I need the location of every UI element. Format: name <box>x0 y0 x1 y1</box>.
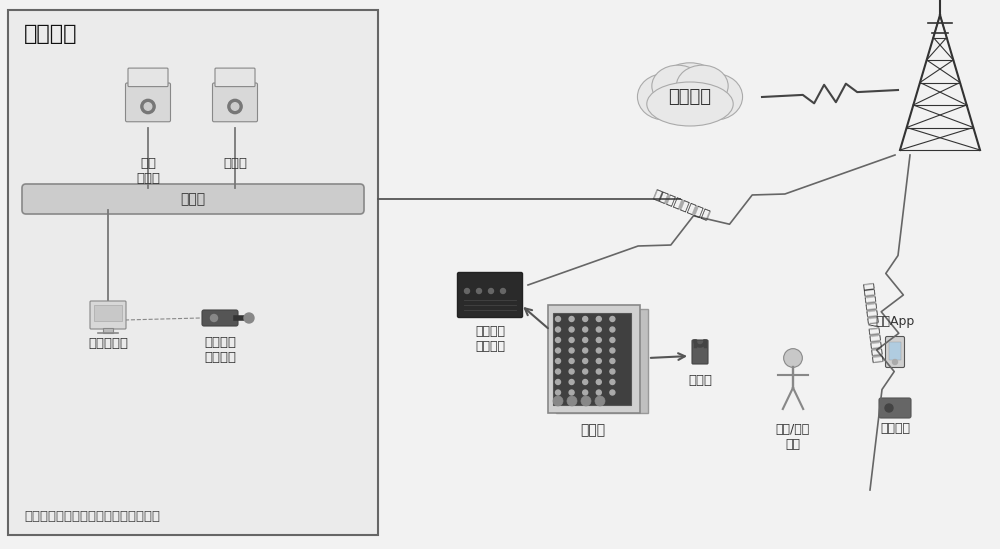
Circle shape <box>583 369 588 374</box>
FancyBboxPatch shape <box>458 272 522 317</box>
Circle shape <box>610 379 615 384</box>
FancyBboxPatch shape <box>22 184 364 214</box>
FancyBboxPatch shape <box>553 313 631 405</box>
Circle shape <box>610 369 615 374</box>
Circle shape <box>583 358 588 363</box>
FancyBboxPatch shape <box>889 342 901 360</box>
FancyBboxPatch shape <box>202 310 238 326</box>
Circle shape <box>464 289 470 294</box>
Circle shape <box>596 348 601 353</box>
Text: 基于物联网技术的光交箱智能管理平台: 基于物联网技术的光交箱智能管理平台 <box>24 510 160 523</box>
FancyBboxPatch shape <box>90 301 126 329</box>
Circle shape <box>784 349 802 367</box>
Circle shape <box>556 317 560 322</box>
Text: 纤芯资源信息/光交箱信息: 纤芯资源信息/光交箱信息 <box>861 282 883 363</box>
Circle shape <box>244 313 254 323</box>
FancyBboxPatch shape <box>212 83 258 122</box>
Circle shape <box>488 289 494 294</box>
Circle shape <box>569 348 574 353</box>
Ellipse shape <box>637 74 692 120</box>
Ellipse shape <box>652 65 704 107</box>
Ellipse shape <box>654 63 726 125</box>
Circle shape <box>583 338 588 343</box>
Text: 服务器: 服务器 <box>223 157 247 170</box>
FancyBboxPatch shape <box>886 337 904 367</box>
Circle shape <box>231 103 239 110</box>
Circle shape <box>556 338 560 343</box>
Circle shape <box>596 369 601 374</box>
Ellipse shape <box>676 65 728 107</box>
Text: 维护/巡检
人员: 维护/巡检 人员 <box>776 423 810 451</box>
Circle shape <box>569 390 574 395</box>
FancyBboxPatch shape <box>692 340 708 364</box>
Text: 管理客户端: 管理客户端 <box>88 337 128 350</box>
Circle shape <box>885 404 893 412</box>
Ellipse shape <box>688 74 743 120</box>
Circle shape <box>581 396 591 406</box>
Circle shape <box>556 348 560 353</box>
FancyBboxPatch shape <box>126 83 170 122</box>
Circle shape <box>596 390 601 395</box>
Circle shape <box>556 379 560 384</box>
Text: 无线网络: 无线网络 <box>668 88 712 106</box>
Circle shape <box>596 358 601 363</box>
Text: 智能锁: 智能锁 <box>688 374 712 387</box>
Circle shape <box>569 317 574 322</box>
FancyBboxPatch shape <box>556 309 648 413</box>
Text: 备份
服务器: 备份 服务器 <box>136 157 160 185</box>
Circle shape <box>610 390 615 395</box>
Circle shape <box>610 317 615 322</box>
Text: 中心机房: 中心机房 <box>24 24 78 44</box>
Circle shape <box>596 317 601 322</box>
FancyBboxPatch shape <box>103 328 113 333</box>
Circle shape <box>210 315 218 322</box>
Circle shape <box>610 338 615 343</box>
Circle shape <box>569 369 574 374</box>
Circle shape <box>501 289 506 294</box>
Circle shape <box>595 396 605 406</box>
Circle shape <box>583 379 588 384</box>
Circle shape <box>228 99 242 114</box>
FancyBboxPatch shape <box>94 305 122 321</box>
FancyBboxPatch shape <box>879 398 911 418</box>
Circle shape <box>596 327 601 332</box>
Circle shape <box>144 103 152 110</box>
FancyBboxPatch shape <box>128 68 168 87</box>
Circle shape <box>556 390 560 395</box>
Circle shape <box>567 396 577 406</box>
Circle shape <box>477 289 482 294</box>
Circle shape <box>583 327 588 332</box>
Circle shape <box>569 358 574 363</box>
Circle shape <box>610 327 615 332</box>
Circle shape <box>569 338 574 343</box>
Text: 智能钥匙: 智能钥匙 <box>880 422 910 435</box>
Circle shape <box>893 360 898 365</box>
Circle shape <box>583 348 588 353</box>
Circle shape <box>583 390 588 395</box>
Circle shape <box>583 317 588 322</box>
Text: 光交箱: 光交箱 <box>580 423 606 437</box>
FancyBboxPatch shape <box>8 10 378 535</box>
Circle shape <box>556 369 560 374</box>
Circle shape <box>141 99 155 114</box>
Text: 远端感应
控制模块: 远端感应 控制模块 <box>475 325 505 353</box>
Circle shape <box>553 396 563 406</box>
Ellipse shape <box>647 82 733 126</box>
Circle shape <box>569 379 574 384</box>
Text: 手机App: 手机App <box>875 315 915 328</box>
Circle shape <box>596 379 601 384</box>
FancyBboxPatch shape <box>548 305 640 413</box>
Text: 智能钥匙
授权设备: 智能钥匙 授权设备 <box>204 336 236 364</box>
Text: 以太网: 以太网 <box>180 192 206 206</box>
Circle shape <box>556 327 560 332</box>
Circle shape <box>596 338 601 343</box>
Circle shape <box>610 358 615 363</box>
Text: 光交箱状态及报警: 光交箱状态及报警 <box>651 188 712 222</box>
Circle shape <box>569 327 574 332</box>
Circle shape <box>556 358 560 363</box>
FancyBboxPatch shape <box>215 68 255 87</box>
Circle shape <box>610 348 615 353</box>
